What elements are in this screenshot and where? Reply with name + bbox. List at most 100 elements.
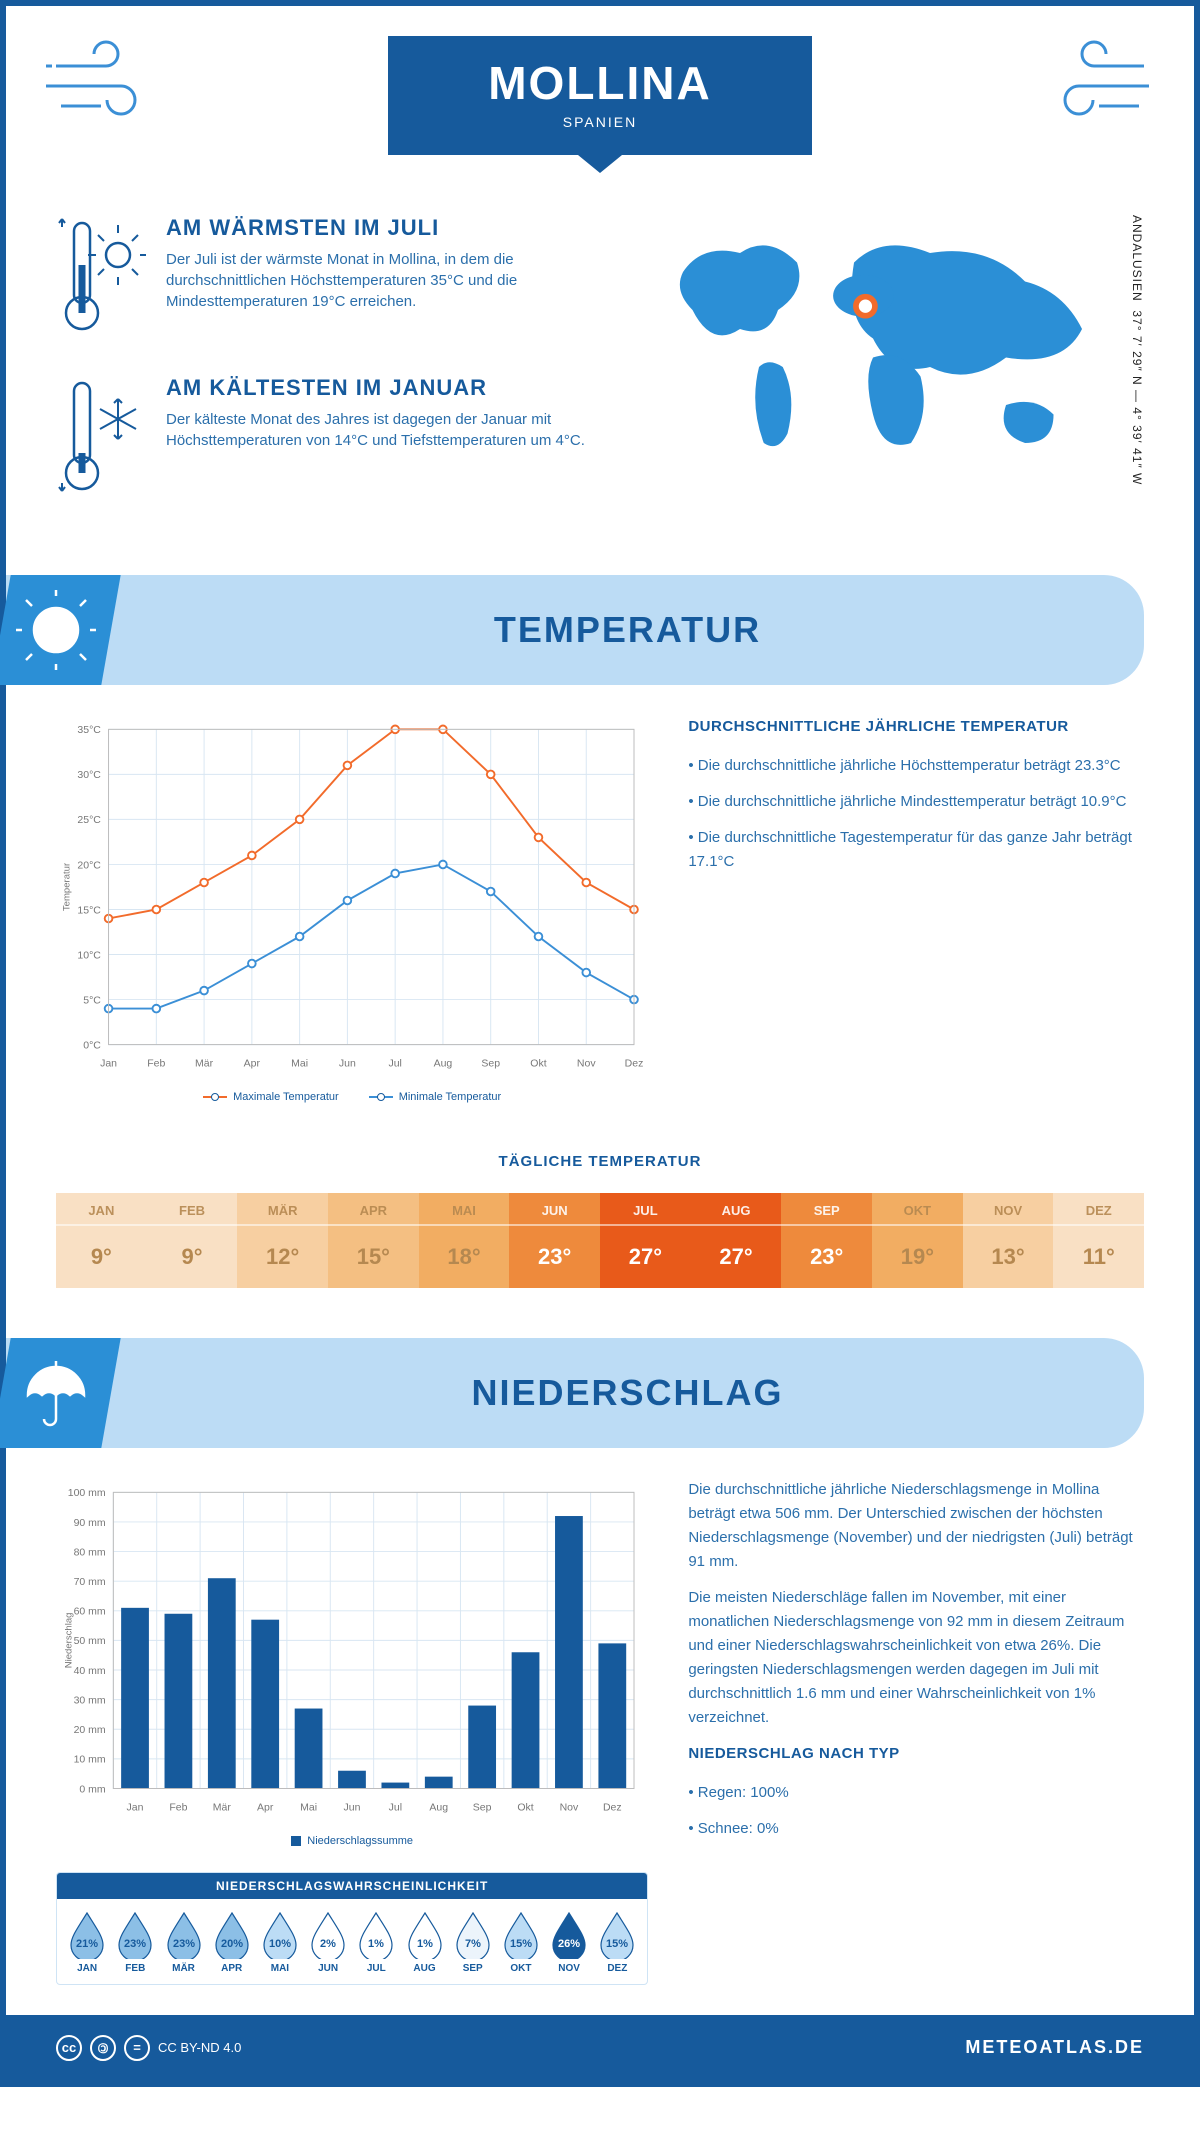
svg-text:Mai: Mai (300, 1802, 317, 1814)
svg-text:Apr: Apr (244, 1058, 261, 1070)
daily-cell: JUN23° (509, 1193, 600, 1288)
svg-text:10°C: 10°C (77, 949, 101, 961)
precip-prob-cell: 20% APR (208, 1909, 256, 1974)
svg-text:Mär: Mär (213, 1802, 232, 1814)
avg-temp-b2: Die durchschnittliche jährliche Mindestt… (688, 790, 1144, 814)
precip-bar-chart: 0 mm10 mm20 mm30 mm40 mm50 mm60 mm70 mm8… (56, 1478, 648, 1985)
svg-text:Nov: Nov (560, 1802, 579, 1814)
wind-icon-left (46, 36, 156, 131)
precip-prob-cell: 23% FEB (111, 1909, 159, 1974)
precip-p1: Die durchschnittliche jährliche Niedersc… (688, 1478, 1144, 1574)
title-banner: MOLLINA SPANIEN (388, 36, 812, 155)
daily-cell: APR15° (328, 1193, 419, 1288)
precip-type-title: NIEDERSCHLAG NACH TYP (688, 1742, 1144, 1766)
by-icon: 🄯 (90, 2035, 116, 2061)
license-text: CC BY-ND 4.0 (158, 2040, 241, 2055)
brand-text: METEOATLAS.DE (965, 2037, 1144, 2058)
map-column: ANDALUSIEN 37° 7′ 29″ N — 4° 39′ 41″ W (645, 215, 1144, 535)
fact-warm-title: AM WÄRMSTEN IM JULI (166, 215, 605, 241)
precip-p2: Die meisten Niederschläge fallen im Nove… (688, 1586, 1144, 1730)
svg-text:35°C: 35°C (77, 724, 101, 736)
svg-text:40 mm: 40 mm (74, 1665, 106, 1677)
thermometer-cold-icon (56, 375, 146, 500)
svg-text:26%: 26% (558, 1938, 580, 1950)
daily-cell: FEB9° (147, 1193, 238, 1288)
svg-text:Mär: Mär (195, 1058, 214, 1070)
precip-prob-cell: 1% JUL (352, 1909, 400, 1974)
svg-text:Feb: Feb (147, 1058, 165, 1070)
fact-cold-text: Der kälteste Monat des Jahres ist dagege… (166, 409, 605, 451)
svg-text:Mai: Mai (291, 1058, 308, 1070)
svg-text:Okt: Okt (530, 1058, 546, 1070)
section-precip-bar: NIEDERSCHLAG (6, 1338, 1144, 1448)
avg-temp-b1: Die durchschnittliche jährliche Höchstte… (688, 754, 1144, 778)
daily-cell: NOV13° (963, 1193, 1054, 1288)
svg-text:21%: 21% (76, 1938, 98, 1950)
svg-text:20%: 20% (221, 1938, 243, 1950)
daily-cell: JAN9° (56, 1193, 147, 1288)
precip-prob-cell: 15% DEZ (593, 1909, 641, 1974)
svg-text:0°C: 0°C (83, 1039, 101, 1051)
temperature-side-text: DURCHSCHNITTLICHE JÄHRLICHE TEMPERATUR D… (688, 715, 1144, 1103)
svg-text:20 mm: 20 mm (74, 1724, 106, 1736)
svg-text:Aug: Aug (429, 1802, 448, 1814)
precip-prob-cell: 1% AUG (400, 1909, 448, 1974)
svg-text:10 mm: 10 mm (74, 1754, 106, 1766)
daily-cell: JUL27° (600, 1193, 691, 1288)
nd-icon: = (124, 2035, 150, 2061)
temperature-heading: TEMPERATUR (111, 609, 1144, 651)
umbrella-icon (0, 1338, 121, 1448)
precip-prob-cell: 7% SEP (449, 1909, 497, 1974)
daily-cell: AUG27° (691, 1193, 782, 1288)
svg-text:70 mm: 70 mm (74, 1576, 106, 1588)
svg-text:7%: 7% (465, 1938, 481, 1950)
daily-cell: OKT19° (872, 1193, 963, 1288)
svg-text:30 mm: 30 mm (74, 1695, 106, 1707)
intro-row: AM WÄRMSTEN IM JULI Der Juli ist der wär… (6, 215, 1194, 575)
world-map (645, 215, 1120, 486)
precip-prob-cell: 26% NOV (545, 1909, 593, 1974)
section-temperature-bar: TEMPERATUR (6, 575, 1144, 685)
svg-text:15%: 15% (510, 1938, 532, 1950)
svg-text:Sep: Sep (481, 1058, 500, 1070)
wind-icon-right (1044, 36, 1154, 131)
svg-text:2%: 2% (320, 1938, 336, 1950)
precip-rain: Regen: 100% (688, 1781, 1144, 1805)
svg-text:23%: 23% (172, 1938, 194, 1950)
facts-column: AM WÄRMSTEN IM JULI Der Juli ist der wär… (56, 215, 605, 535)
svg-text:30°C: 30°C (77, 769, 101, 781)
fact-warmest: AM WÄRMSTEN IM JULI Der Juli ist der wär… (56, 215, 605, 340)
svg-text:Jul: Jul (388, 1058, 401, 1070)
svg-text:Feb: Feb (169, 1802, 187, 1814)
temperature-line-chart: 0°C5°C10°C15°C20°C25°C30°C35°CJanFebMärA… (56, 715, 648, 1103)
country-subtitle: SPANIEN (488, 114, 712, 130)
header: MOLLINA SPANIEN (6, 6, 1194, 215)
svg-text:Jan: Jan (100, 1058, 117, 1070)
cc-icon: cc (56, 2035, 82, 2061)
svg-text:Jun: Jun (344, 1802, 361, 1814)
thermometer-hot-icon (56, 215, 146, 340)
precip-prob-cell: 10% MAI (256, 1909, 304, 1974)
svg-text:15°C: 15°C (77, 904, 101, 916)
fact-cold-title: AM KÄLTESTEN IM JANUAR (166, 375, 605, 401)
avg-temp-title: DURCHSCHNITTLICHE JÄHRLICHE TEMPERATUR (688, 715, 1144, 739)
footer: cc 🄯 = CC BY-ND 4.0 METEOATLAS.DE (6, 2015, 1194, 2081)
avg-temp-b3: Die durchschnittliche Tagestemperatur fü… (688, 826, 1144, 874)
svg-text:1%: 1% (368, 1938, 384, 1950)
precip-prob-cell: 23% MÄR (159, 1909, 207, 1974)
license-block: cc 🄯 = CC BY-ND 4.0 (56, 2035, 241, 2061)
coords-text: ANDALUSIEN 37° 7′ 29″ N — 4° 39′ 41″ W (1130, 215, 1144, 485)
fact-coldest: AM KÄLTESTEN IM JANUAR Der kälteste Mona… (56, 375, 605, 500)
precip-prob-cell: 21% JAN (63, 1909, 111, 1974)
temperature-chart-row: 0°C5°C10°C15°C20°C25°C30°C35°CJanFebMärA… (6, 715, 1194, 1133)
svg-text:Apr: Apr (257, 1802, 274, 1814)
daily-cell: SEP23° (781, 1193, 872, 1288)
precip-prob-title: NIEDERSCHLAGSWAHRSCHEINLICHKEIT (57, 1873, 647, 1899)
precip-probability-box: NIEDERSCHLAGSWAHRSCHEINLICHKEIT 21% JAN … (56, 1872, 648, 1985)
svg-text:Temperatur: Temperatur (61, 862, 72, 911)
daily-cell: MAI18° (419, 1193, 510, 1288)
fact-warm-text: Der Juli ist der wärmste Monat in Mollin… (166, 249, 605, 312)
svg-text:1%: 1% (417, 1938, 433, 1950)
svg-text:Sep: Sep (473, 1802, 492, 1814)
sun-icon (0, 575, 121, 685)
